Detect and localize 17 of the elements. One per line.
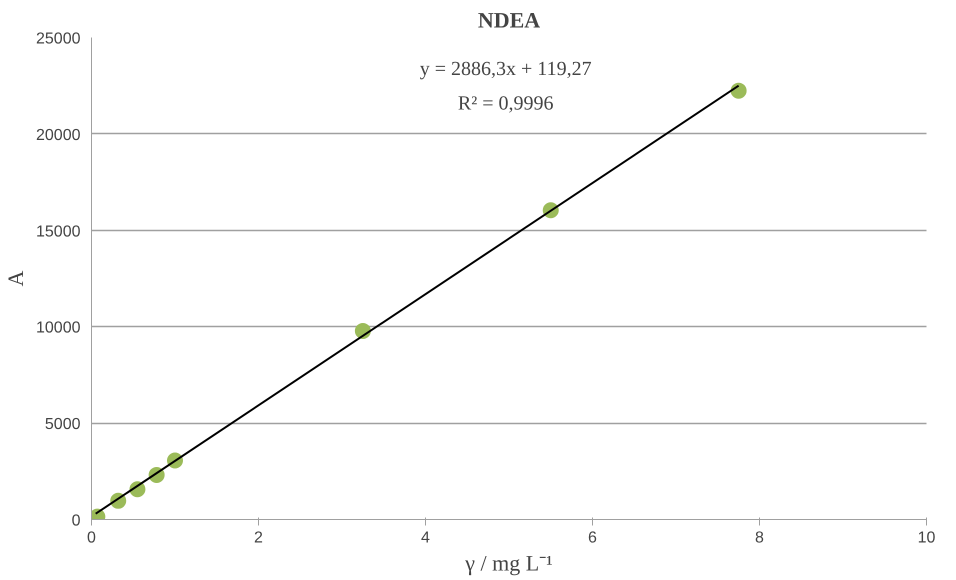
y-axis-title: A [3, 270, 28, 286]
x-axis-title: γ / mg L⁻¹ [464, 550, 553, 576]
x-tick-label: 4 [421, 530, 430, 546]
y-tick-label: 10000 [36, 320, 81, 337]
annotation: R² = 0,9996 [458, 92, 554, 115]
x-tick-label: 10 [918, 530, 936, 546]
y-tick-label: 20000 [36, 126, 81, 144]
y-tick-label: 0 [72, 512, 81, 530]
annotation: y = 2886,3x + 119,27 [420, 58, 592, 80]
y-tick-label: 5000 [44, 416, 81, 434]
y-tick-label: 25000 [36, 30, 81, 48]
y-tick-label: 15000 [36, 223, 81, 240]
x-tick-label: 6 [588, 530, 598, 546]
x-tick-label: 2 [254, 530, 264, 546]
x-tick-label: 8 [755, 530, 764, 546]
chart-title: NDEA [478, 8, 540, 32]
x-tick-label: 0 [87, 530, 96, 546]
